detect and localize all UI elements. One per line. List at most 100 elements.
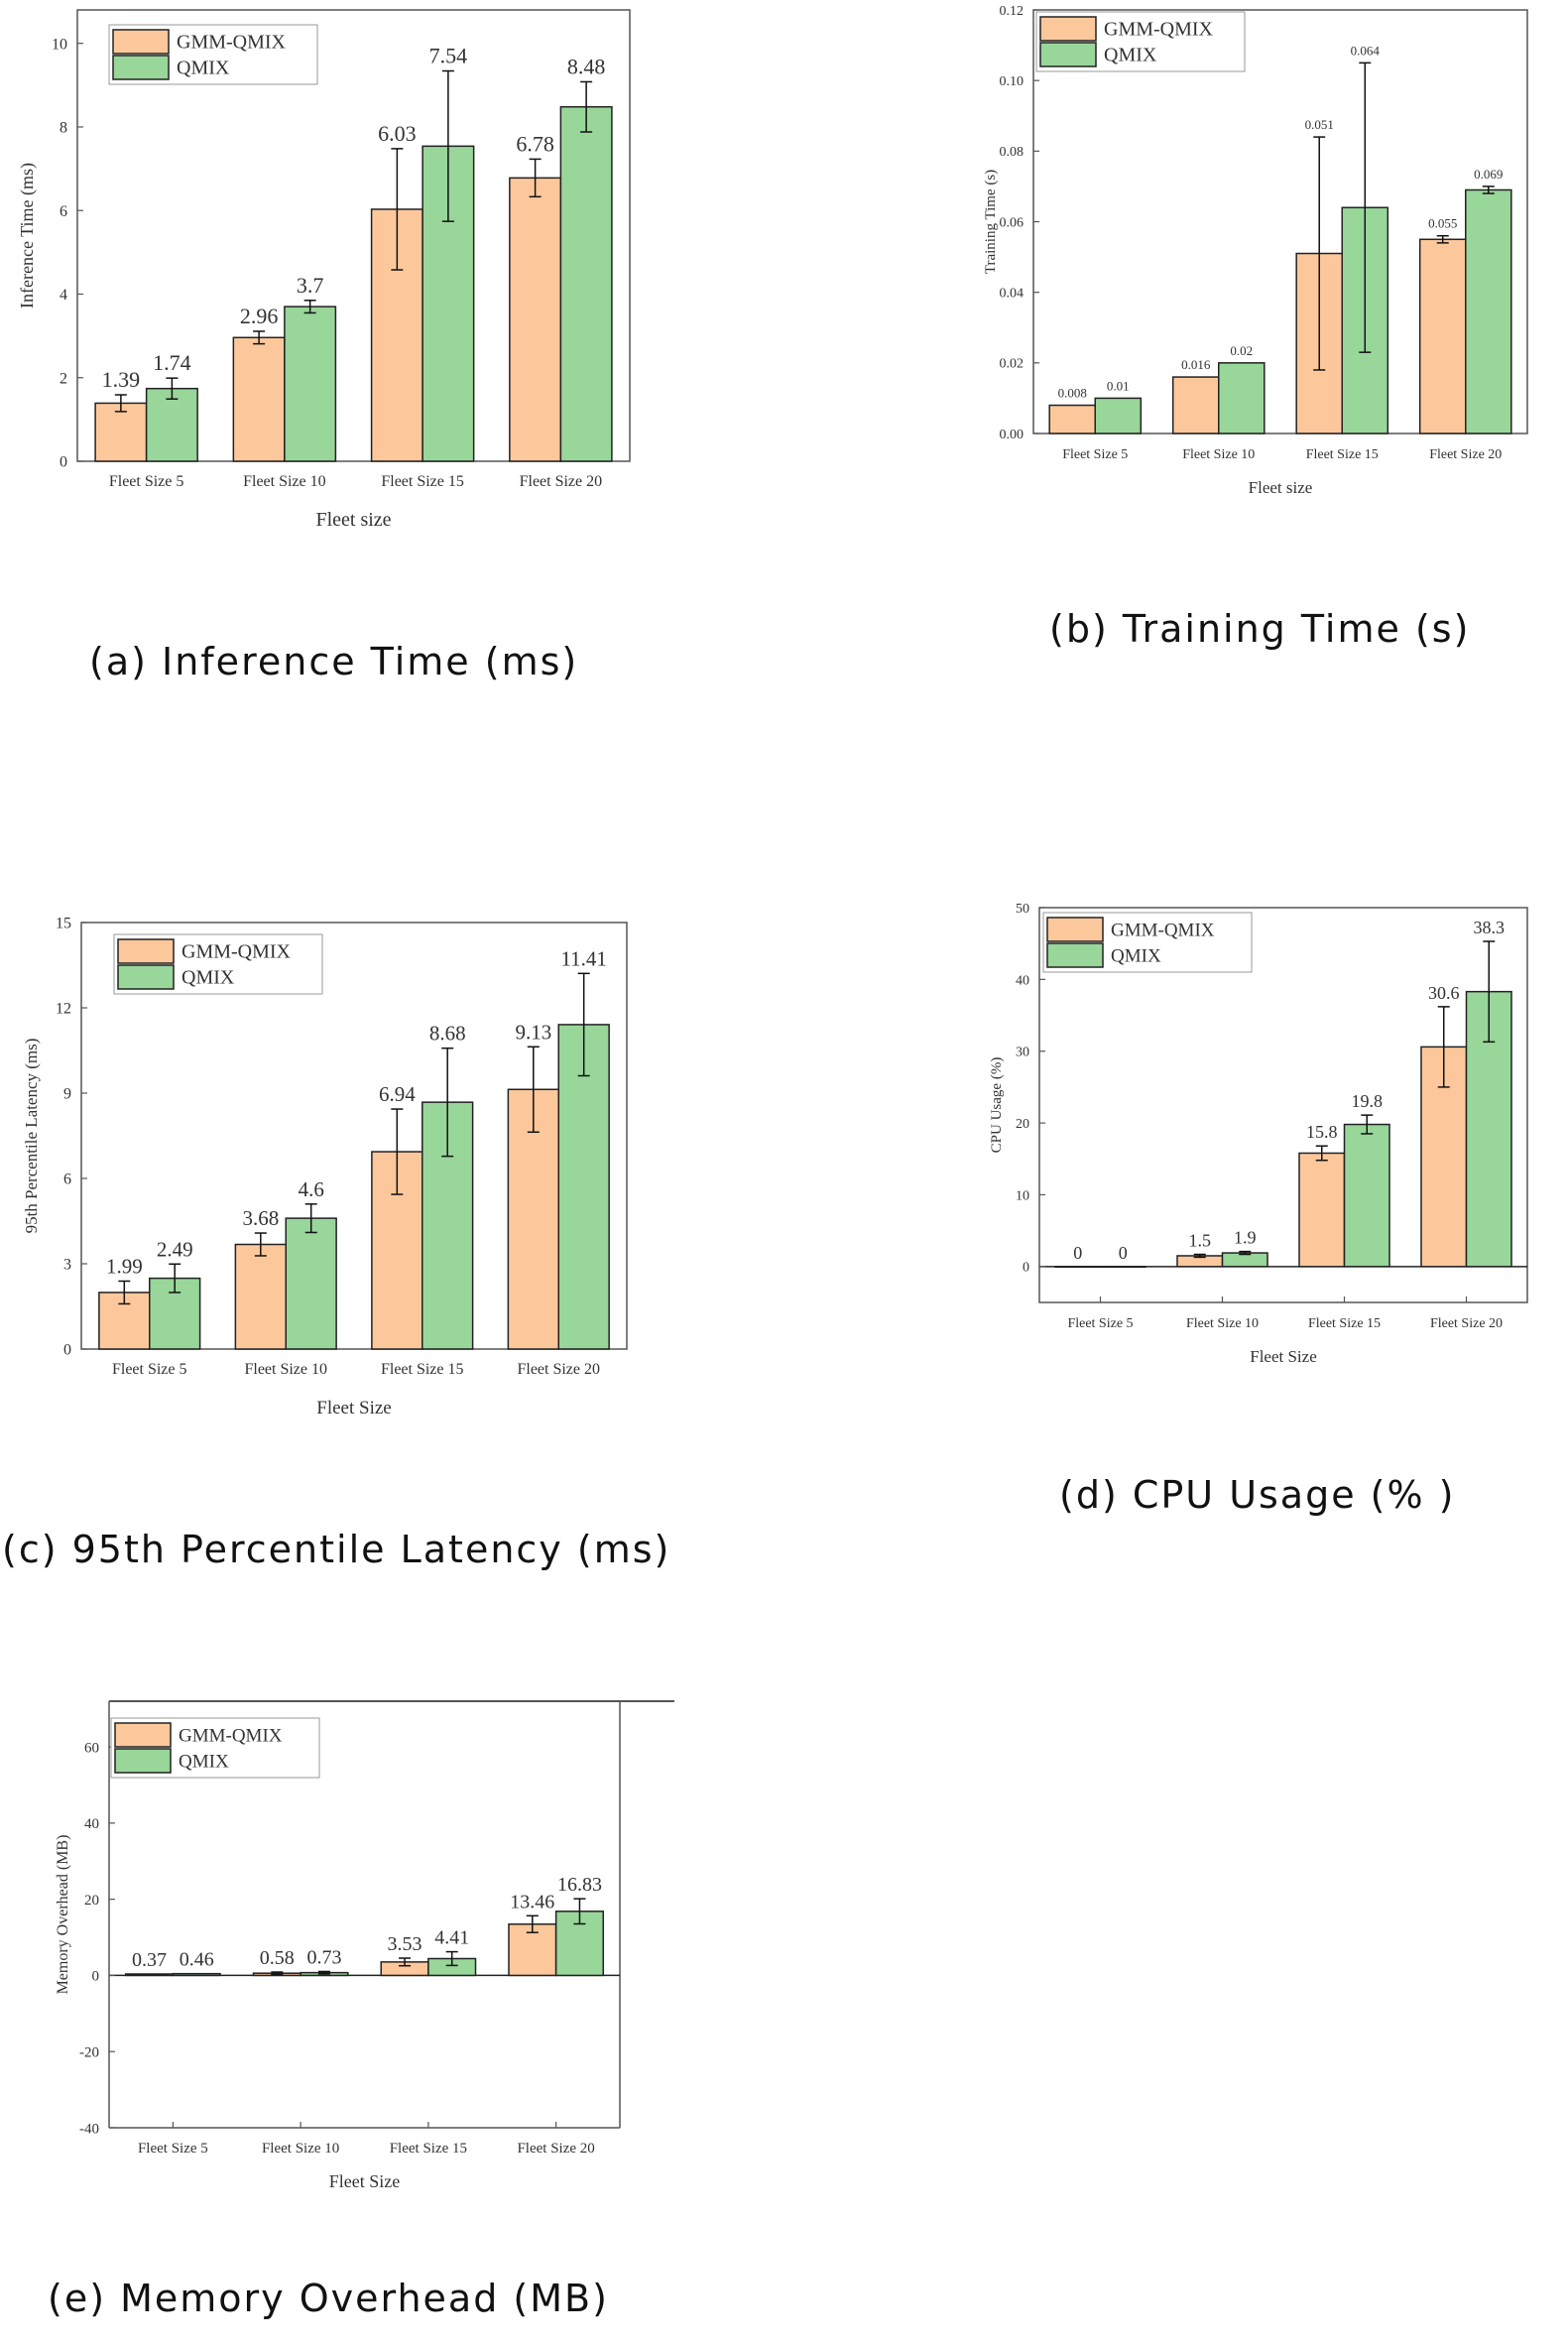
bar-gmm-qmix [509, 177, 562, 462]
data-label: 0 [1073, 1243, 1082, 1263]
data-label: 3.68 [242, 1206, 279, 1230]
x-tick-label: Fleet Size 15 [381, 1361, 464, 1378]
data-label: 1.74 [153, 350, 191, 375]
bar-gmm-qmix [1054, 1266, 1102, 1269]
y-tick-label: 6 [63, 1172, 71, 1188]
y-tick-label: 40 [84, 1816, 99, 1832]
x-tick-label: Fleet Size 15 [381, 473, 464, 490]
y-tick-label: 0.08 [1000, 145, 1025, 160]
x-tick-label: Fleet Size 15 [1306, 447, 1379, 462]
legend-swatch-qmix [117, 964, 175, 990]
legend-label: QMIX [179, 1752, 229, 1773]
caption-memory-overhead: (e) Memory Overhead (MB) [48, 2277, 609, 2320]
y-tick-label: 4 [60, 287, 67, 304]
data-label: 1.99 [106, 1254, 143, 1278]
bar-gmm-qmix [1298, 1152, 1346, 1268]
data-label: 0.016 [1181, 357, 1211, 372]
data-label: 2.49 [157, 1237, 193, 1261]
data-label: 1.9 [1234, 1228, 1257, 1248]
legend-swatch-gmm-qmix [1046, 917, 1104, 942]
data-label: 3.53 [388, 1933, 422, 1955]
y-axis-label: 95th Percentile Latency (ms) [22, 1039, 41, 1234]
y-tick-label: 0.10 [1000, 74, 1025, 89]
legend-swatch-qmix [1046, 942, 1104, 968]
y-tick-label: 40 [1016, 973, 1029, 988]
bar-qmix [284, 306, 337, 462]
legend-swatch-gmm-qmix [112, 29, 170, 55]
x-tick-label: Fleet Size 5 [138, 2141, 208, 2157]
legend-label: GMM-QMIX [1111, 921, 1215, 941]
cpu-usage-chart: 0 10 20 30 40 50 CPU Usage (%) Fleet Size 5 Flee… [989, 902, 1528, 1366]
x-axis-label: Fleet Size [329, 2171, 400, 2191]
data-label: 0.46 [180, 1949, 214, 1971]
x-tick-label: Fleet Size 20 [1429, 447, 1502, 462]
data-label: 4.6 [299, 1177, 324, 1201]
data-label: 0.58 [260, 1947, 295, 1969]
data-label: 16.83 [557, 1874, 602, 1896]
bar-gmm-qmix [124, 1973, 175, 1977]
bar-qmix [557, 1024, 610, 1350]
legend-swatch-qmix [1039, 42, 1097, 67]
x-tick-label: Fleet Size 10 [244, 1361, 327, 1378]
x-tick-label: Fleet Size 10 [1182, 447, 1255, 462]
bar-qmix [1465, 188, 1512, 434]
data-label: 0.051 [1305, 117, 1334, 132]
legend-swatch-gmm-qmix [1039, 16, 1097, 42]
legend-label: GMM-QMIX [1104, 19, 1214, 41]
y-tick-label: 0.12 [1000, 4, 1025, 19]
y-tick-label: 0 [60, 454, 67, 471]
caption-latency: (c) 95th Percentile Latency (ms) [2, 1528, 671, 1571]
x-tick-label: Fleet Size 15 [390, 2141, 467, 2157]
y-tick-label: 8 [60, 120, 67, 137]
bar-qmix [145, 387, 198, 462]
y-tick-label: 12 [56, 1001, 71, 1018]
data-label: 0 [1119, 1243, 1128, 1263]
plot-frame [1038, 907, 1528, 1303]
data-label: 0.055 [1428, 216, 1457, 231]
bar-gmm-qmix [1171, 376, 1220, 434]
bar-qmix [172, 1972, 221, 1977]
bar-qmix [1094, 397, 1143, 434]
y-tick-label: 15 [56, 916, 71, 932]
x-tick-label: Fleet Size 20 [1430, 1316, 1503, 1331]
y-tick-label: 20 [1016, 1117, 1029, 1132]
memory-overhead-chart: -40 -20 0 20 40 60 Memory Overhead (MB) Fleet S… [55, 1700, 674, 2191]
bar-gmm-qmix [1418, 238, 1467, 434]
y-tick-label: -20 [79, 2044, 99, 2060]
data-label: 1.39 [102, 367, 141, 392]
x-tick-label: Fleet Size 20 [517, 2141, 594, 2157]
bar-qmix [1218, 362, 1266, 434]
legend-label: QMIX [1111, 946, 1161, 967]
caption-cpu-usage: (d) CPU Usage (% ) [1059, 1473, 1456, 1517]
y-axis-label: Memory Overhead (MB) [55, 1835, 71, 1995]
legend-swatch-qmix [112, 55, 170, 80]
y-tick-label: 10 [1016, 1188, 1029, 1203]
x-tick-label: Fleet Size 5 [109, 473, 184, 490]
data-label: 6.03 [378, 121, 417, 146]
latency-chart: 0 3 6 9 12 15 95th Percentile Latency (ms) Flee… [22, 916, 628, 1419]
legend-swatch-qmix [114, 1748, 172, 1774]
bar-qmix [285, 1217, 337, 1350]
y-tick-label: 0.02 [1000, 357, 1025, 372]
bar-gmm-qmix [232, 336, 286, 462]
data-label: 0.069 [1474, 167, 1503, 182]
x-tick-label: Fleet Size 10 [243, 473, 326, 490]
legend-label: GMM-QMIX [177, 32, 287, 54]
y-tick-label: -40 [79, 2121, 99, 2137]
y-tick-label: 2 [60, 370, 67, 387]
training-time-chart: 0.00 0.02 0.04 0.06 0.08 0.10 0.12 Training Tim… [983, 4, 1528, 497]
data-label: 7.54 [429, 44, 468, 68]
x-tick-label: Fleet Size 5 [1062, 447, 1128, 462]
y-tick-label: 30 [1016, 1046, 1029, 1060]
x-tick-label: Fleet Size 5 [112, 1361, 187, 1378]
legend-label: GMM-QMIX [181, 941, 292, 963]
data-label: 3.7 [297, 273, 324, 298]
bar-qmix [559, 105, 613, 462]
data-label: 0.008 [1058, 386, 1087, 401]
y-axis-label: CPU Usage (%) [989, 1057, 1005, 1154]
x-tick-label: Fleet Size 20 [520, 473, 603, 490]
data-label: 6.78 [516, 131, 554, 156]
x-tick-label: Fleet Size 10 [1186, 1316, 1259, 1331]
data-label: 8.68 [429, 1022, 466, 1046]
y-tick-label: 10 [52, 36, 67, 53]
